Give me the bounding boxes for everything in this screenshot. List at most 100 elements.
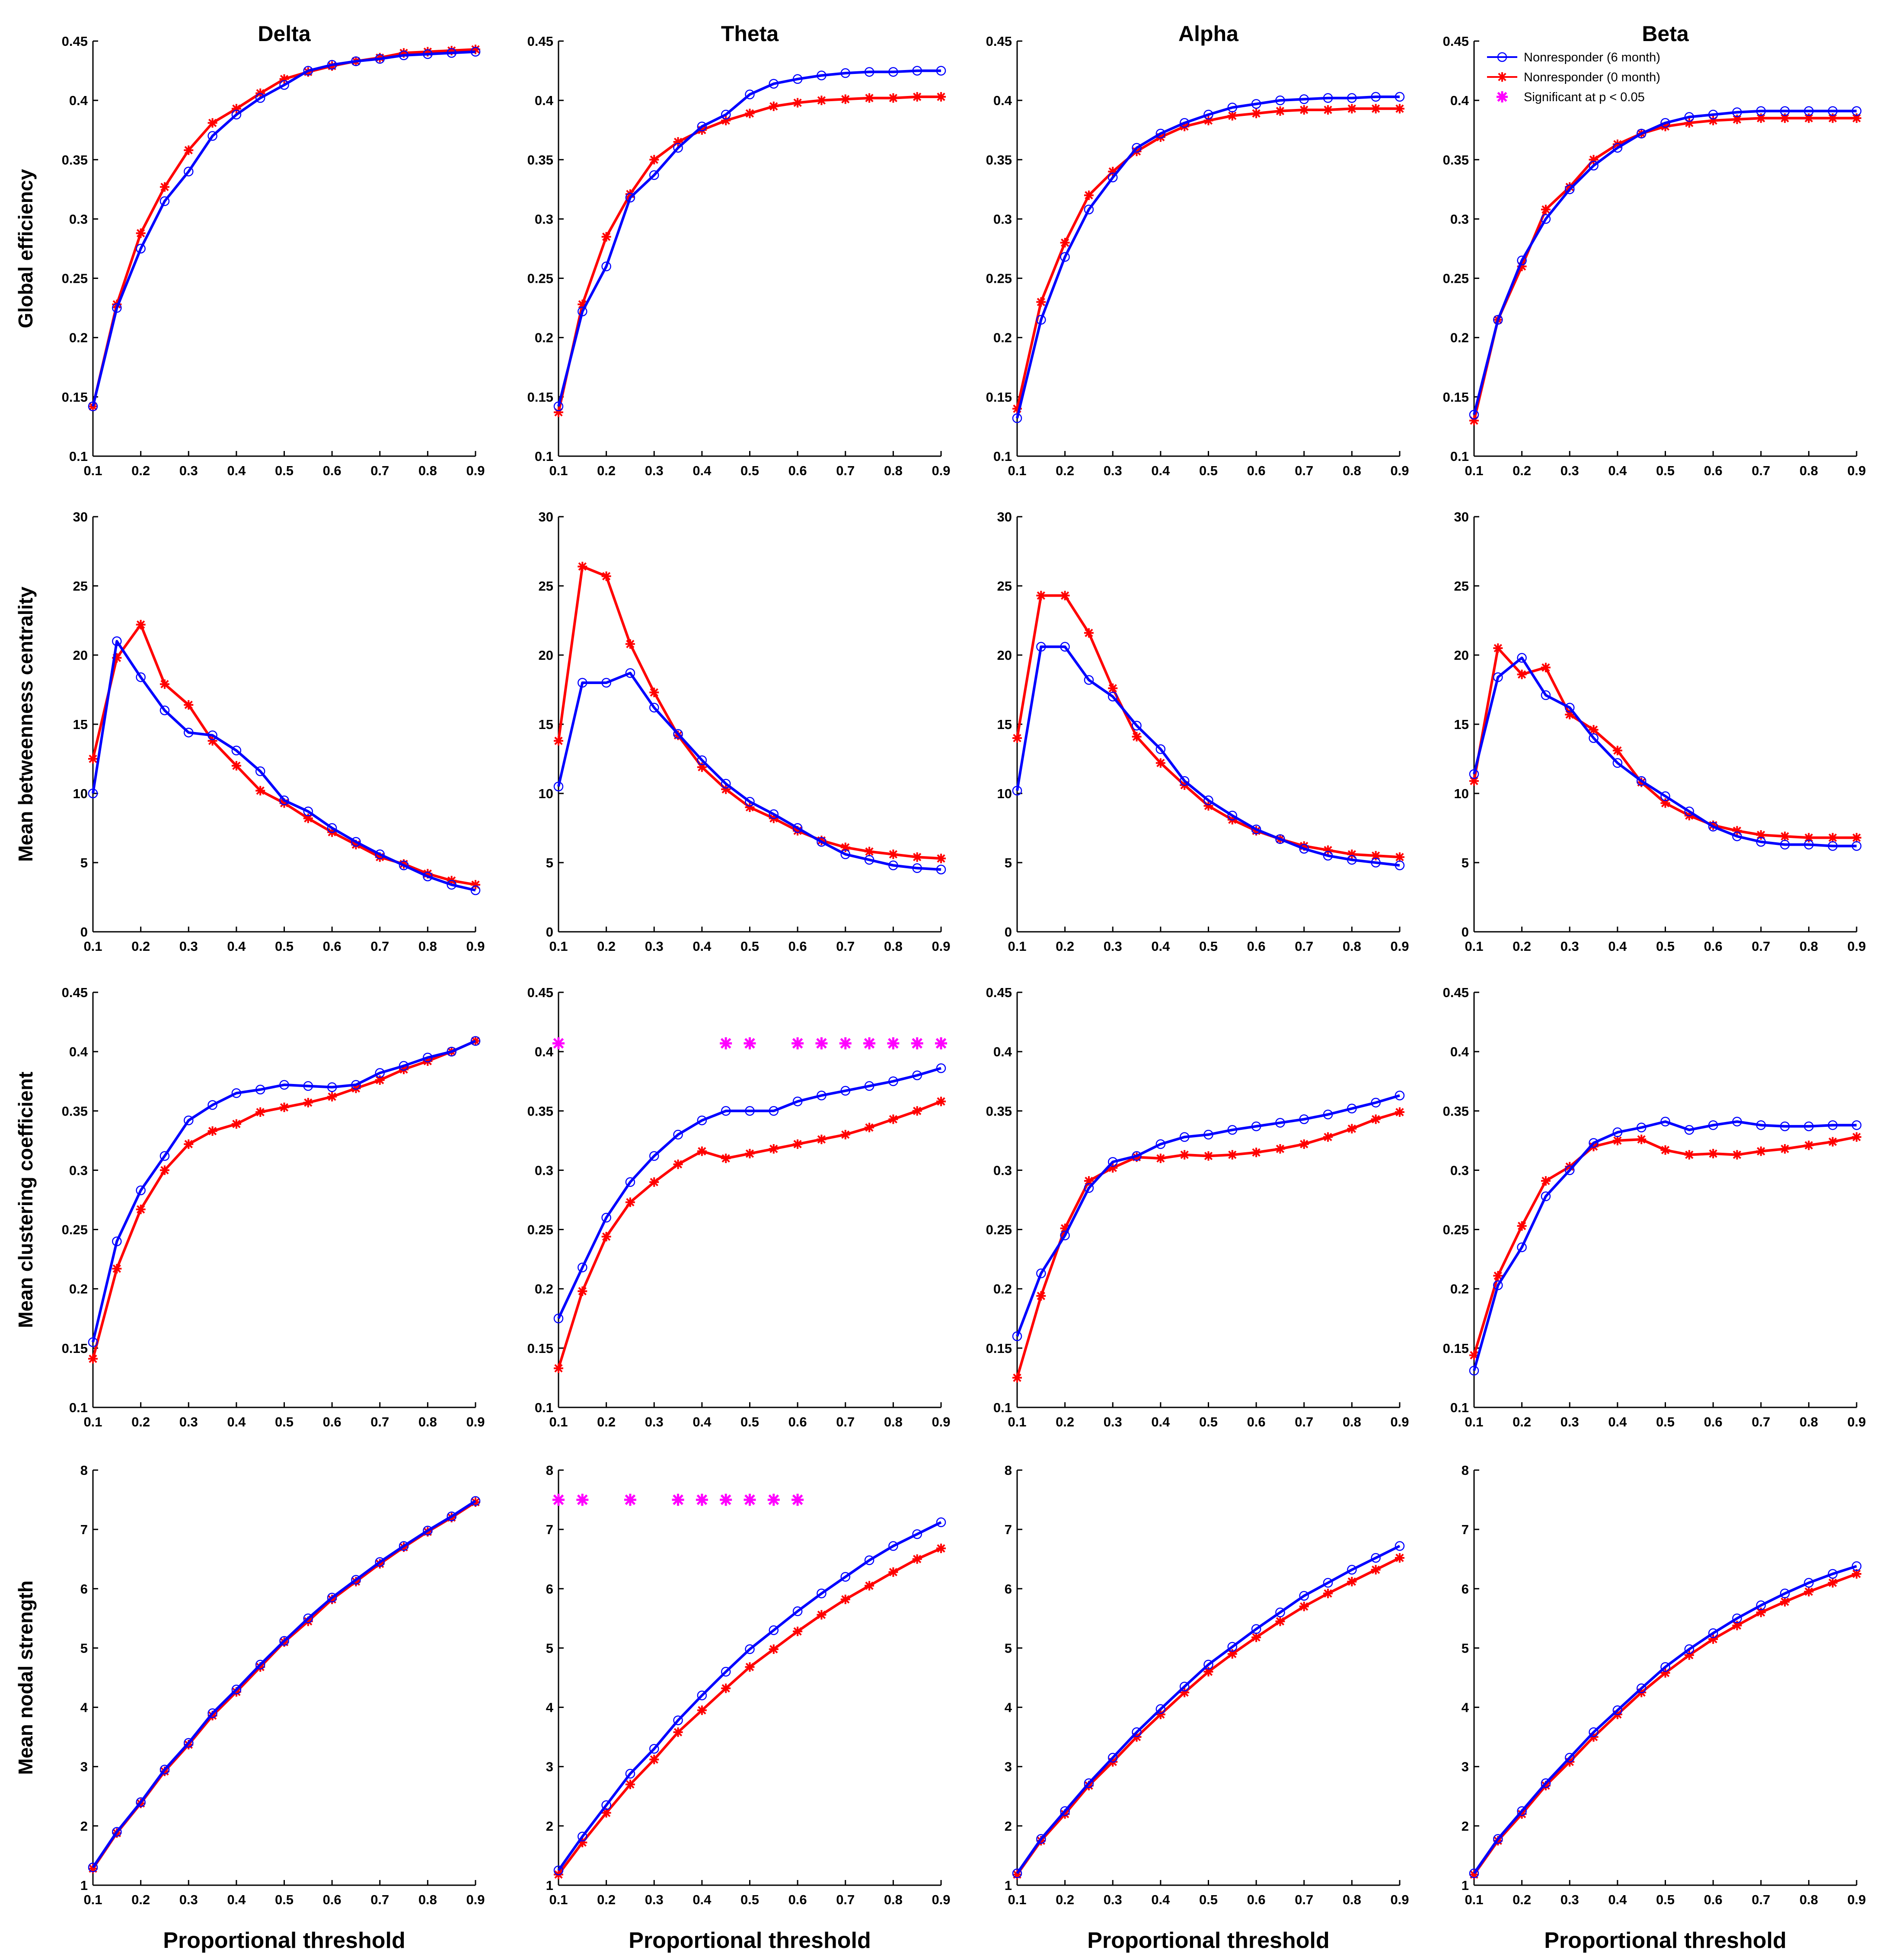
column-title-alpha: Alpha: [1178, 22, 1239, 46]
series-nonresponder-6-month-point: [1108, 1752, 1118, 1763]
x-tick-label: 0.5: [740, 939, 759, 954]
significance-marker: [672, 1493, 684, 1506]
series-nonresponder-6-month-point: [1589, 1138, 1599, 1148]
series-nonresponder-6-month-point: [817, 70, 827, 80]
series-nonresponder-6-month-point: [160, 1765, 170, 1775]
series-nonresponder-0-month-point: [1299, 105, 1309, 115]
series-nonresponder-0-month-point: [231, 104, 241, 114]
series-nonresponder-6-month-point: [721, 109, 731, 120]
x-tick-label: 0.9: [466, 1414, 485, 1429]
series-nonresponder-0-month-point: [912, 852, 922, 862]
series-nonresponder-6-month-point: [160, 1151, 170, 1161]
x-tick-label: 0.1: [1008, 1892, 1026, 1907]
series-nonresponder-6-month-point: [1299, 94, 1309, 104]
x-tick-label: 0.4: [227, 463, 246, 478]
series-nonresponder-0-month-point: [1852, 113, 1861, 123]
series-nonresponder-0-month-point: [721, 784, 731, 794]
series-nonresponder-0-month-point: [399, 48, 409, 58]
series-nonresponder-6-month-line: [1473, 1120, 1857, 1371]
x-tick-label: 0.4: [692, 1892, 712, 1907]
series-nonresponder-6-month-point: [1612, 1705, 1623, 1715]
series-nonresponder-6-month-point: [1565, 703, 1575, 713]
series-nonresponder-6-month-point: [888, 1076, 898, 1086]
series-nonresponder-0-month-line: [1473, 647, 1857, 839]
series-nonresponder-6-month-point: [1708, 1628, 1718, 1638]
series-nonresponder-0-month-point: [649, 155, 659, 165]
x-tick-label: 0.5: [740, 1892, 759, 1907]
series-nonresponder-6-month-line: [1016, 95, 1400, 419]
series-nonresponder-0-month-point: [1828, 1578, 1838, 1588]
series-nonresponder-0-month-point: [88, 1864, 98, 1874]
series-nonresponder-0-month-point: [112, 1264, 122, 1274]
x-tick-label: 0.6: [323, 1414, 341, 1429]
series-nonresponder-6-month-point: [721, 779, 731, 789]
series-nonresponder-0-month-point: [554, 1363, 563, 1373]
x-tick-label: 0.8: [884, 1414, 903, 1429]
series-nonresponder-0-month-line: [1473, 117, 1857, 421]
y-tick-label: 10: [997, 786, 1012, 801]
series-nonresponder-0-month-point: [1347, 1576, 1357, 1586]
x-tick-label: 0.8: [1343, 939, 1361, 954]
series-nonresponder-6-month-point: [88, 788, 98, 799]
series-nonresponder-6-month-point: [1684, 806, 1695, 816]
y-tick-label: 0.35: [62, 152, 88, 167]
x-tick-label: 0.3: [1560, 939, 1579, 954]
series-nonresponder-6-month-point: [1275, 95, 1285, 106]
series-nonresponder-0-month-point: [601, 571, 611, 581]
series-nonresponder-0-month-point: [888, 849, 898, 859]
significance-marker: [624, 1493, 636, 1506]
x-tick-label: 0.3: [645, 1414, 664, 1429]
series-nonresponder-0-month-line: [92, 1501, 476, 1870]
series-nonresponder-0-month-point: [1708, 115, 1718, 125]
series-nonresponder-0-month-point: [1251, 1632, 1261, 1642]
y-tick-label: 20: [1454, 648, 1469, 663]
x-tick-label: 0.2: [1513, 463, 1531, 478]
series-nonresponder-6-month-point: [792, 823, 803, 833]
series-nonresponder-6-month-point: [1517, 1806, 1527, 1816]
series-nonresponder-0-month-point: [936, 854, 946, 863]
series-nonresponder-6-month-point: [1108, 173, 1118, 182]
series-nonresponder-6-month-point: [1612, 1127, 1623, 1137]
y-tick-label: 0.15: [62, 390, 88, 405]
series-nonresponder-0-month-line: [557, 95, 941, 413]
significance-marker: [552, 1037, 565, 1049]
series-nonresponder-6-month-point: [912, 1529, 922, 1539]
x-tick-label: 0.1: [1008, 939, 1026, 954]
series-nonresponder-0-month-point: [840, 1130, 850, 1140]
series-nonresponder-0-month-point: [1323, 1132, 1333, 1142]
series-nonresponder-6-month-line: [1016, 645, 1400, 867]
x-tick-label: 0.2: [597, 463, 616, 478]
series-nonresponder-0-month-point: [793, 98, 803, 108]
x-tick-label: 0.1: [83, 1892, 102, 1907]
series-nonresponder-6-month-point: [279, 795, 289, 806]
y-tick-label: 20: [997, 648, 1012, 663]
column-title-theta: Theta: [721, 22, 779, 46]
y-tick-label: 1: [80, 1878, 88, 1893]
series-nonresponder-6-month-point: [1493, 315, 1503, 325]
x-tick-label: 0.9: [466, 1892, 485, 1907]
series-nonresponder-6-month-point: [327, 1592, 337, 1603]
y-tick-label: 6: [1005, 1581, 1012, 1596]
y-tick-label: 0.45: [527, 34, 553, 49]
series-nonresponder-0-month-point: [1395, 1553, 1404, 1563]
series-nonresponder-6-month-point: [303, 1081, 313, 1091]
series-nonresponder-0-month-point: [303, 1616, 313, 1626]
significance-marker: [887, 1037, 900, 1049]
series-nonresponder-6-month-point: [1155, 1704, 1166, 1714]
y-tick-label: 5: [1005, 1640, 1012, 1656]
y-tick-label: 8: [546, 1463, 553, 1478]
x-tick-label: 0.7: [1752, 939, 1770, 954]
significance-marker: [863, 1037, 876, 1049]
series-nonresponder-6-month-point: [769, 1106, 779, 1116]
series-nonresponder-0-month-point: [1227, 1649, 1237, 1659]
x-tick-label: 0.9: [466, 463, 485, 478]
series-nonresponder-0-month-point: [1299, 1139, 1309, 1149]
x-tick-label: 0.5: [1656, 1414, 1675, 1429]
series-nonresponder-0-month-point: [471, 1036, 480, 1046]
series-nonresponder-0-month-point: [865, 847, 874, 857]
series-nonresponder-0-month-point: [912, 1554, 922, 1564]
panel-r4-beta: 1 2 3 4 5 6 7 8 0.1 0.2 0.3 0.4 0.5 0.6 0.7 0.8 0.9 Propo…: [1462, 1463, 1866, 1953]
y-tick-label: 0.15: [527, 390, 553, 405]
x-tick-label: 0.1: [83, 939, 102, 954]
series-nonresponder-6-month-point: [1323, 1109, 1333, 1119]
